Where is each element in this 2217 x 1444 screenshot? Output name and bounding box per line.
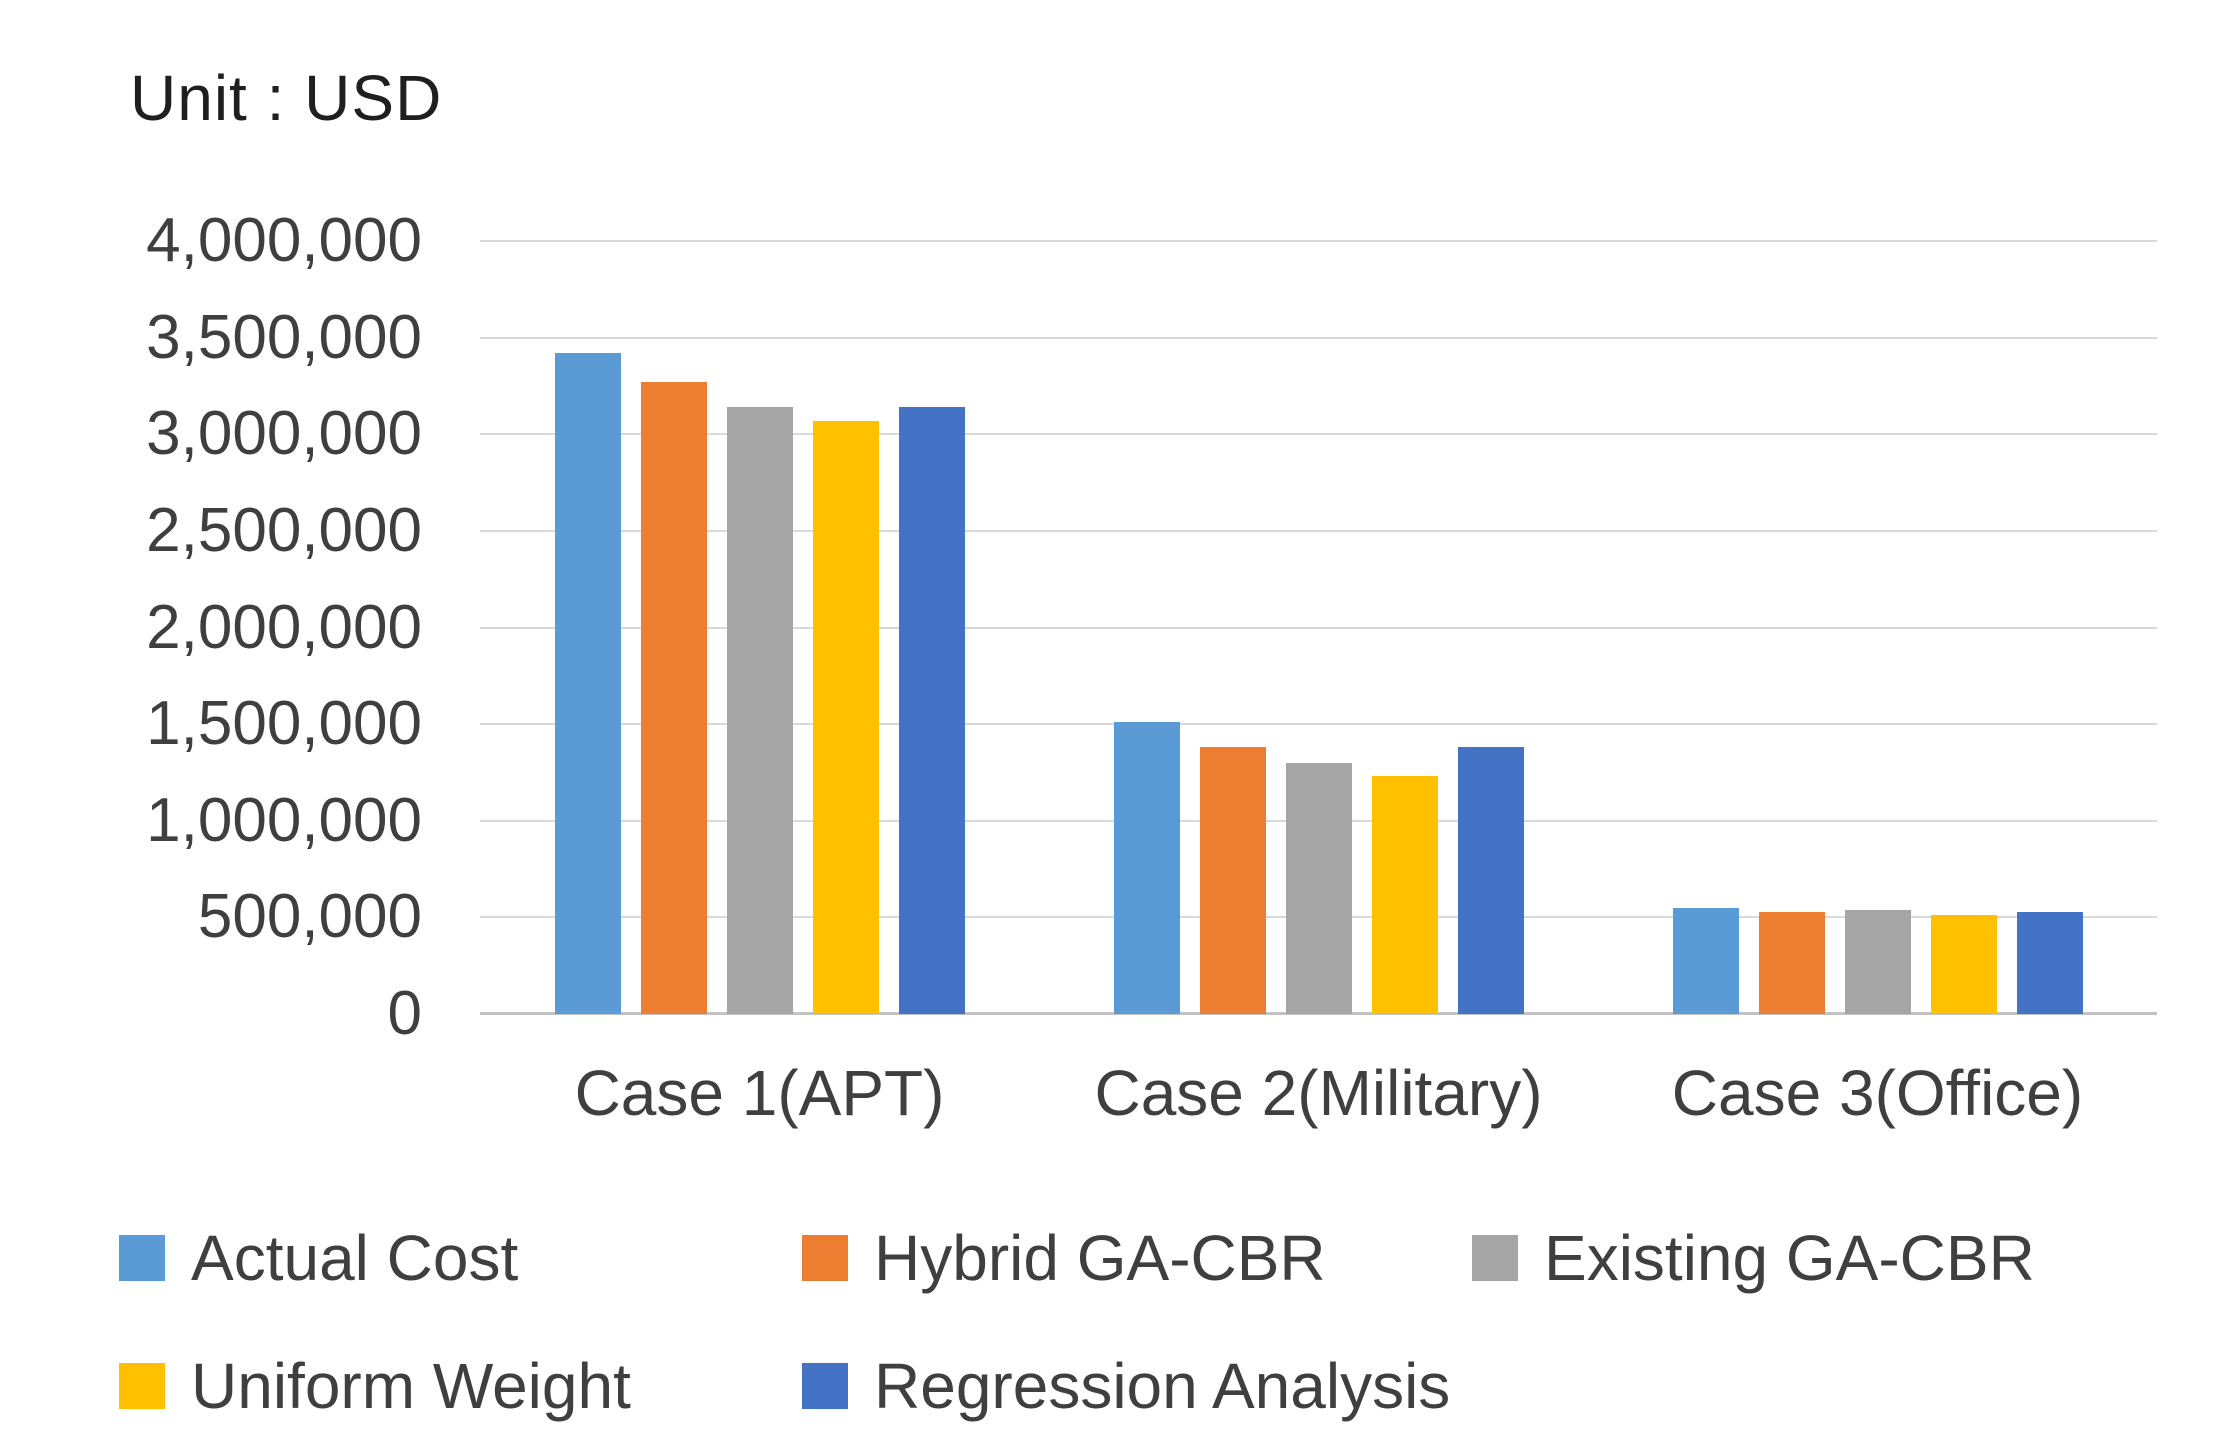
legend-swatch-icon: [119, 1235, 165, 1281]
legend-item-regression-analysis: Regression Analysis: [802, 1340, 1450, 1432]
y-tick-label: 3,500,000: [146, 302, 422, 372]
bar-uniform-weight-1: [812, 421, 879, 1014]
legend-label: Actual Cost: [191, 1222, 519, 1294]
bar-actual-cost-1: [554, 353, 621, 1014]
bar-actual-cost-2: [1113, 722, 1180, 1014]
bar-uniform-weight-3: [1930, 915, 1997, 1014]
legend-item-hybrid-ga-cbr: Hybrid GA-CBR: [802, 1212, 1326, 1304]
y-tick-label: 1,500,000: [146, 689, 422, 759]
h-gridline: [480, 626, 2157, 629]
legend-swatch-icon: [1472, 1235, 1518, 1281]
legend-item-uniform-weight: Uniform Weight: [119, 1340, 631, 1432]
h-gridline: [480, 240, 2157, 242]
y-tick-label: 500,000: [197, 882, 422, 952]
legend-label: Regression Analysis: [874, 1350, 1451, 1422]
bar-regression-analysis-1: [898, 407, 965, 1014]
legend-item-existing-ga-cbr: Existing GA-CBR: [1472, 1212, 2035, 1304]
y-tick-label: 4,000,000: [146, 206, 422, 275]
legend-item-actual-cost: Actual Cost: [119, 1212, 518, 1304]
bar-hybrid-ga-cbr-3: [1758, 912, 1825, 1014]
h-gridline: [480, 723, 2157, 726]
bar-hybrid-ga-cbr-2: [1199, 747, 1266, 1014]
chart-title: Unit : USD: [130, 62, 443, 134]
legend-swatch-icon: [802, 1235, 848, 1281]
y-tick-label: 1,000,000: [146, 785, 422, 855]
h-gridline: [480, 529, 2157, 532]
legend-label: Hybrid GA-CBR: [874, 1222, 1326, 1294]
legend-swatch-icon: [802, 1363, 848, 1409]
bar-existing-ga-cbr-3: [1844, 910, 1911, 1014]
bar-existing-ga-cbr-1: [726, 407, 793, 1014]
plot-area: [480, 240, 2157, 1015]
legend-swatch-icon: [119, 1363, 165, 1409]
bar-actual-cost-3: [1672, 908, 1739, 1014]
y-tick-label: 2,000,000: [146, 592, 422, 662]
legend-label: Uniform Weight: [191, 1350, 631, 1422]
y-tick-label: 2,500,000: [146, 495, 422, 565]
y-tick-label: 0: [387, 979, 422, 1048]
bar-existing-ga-cbr-2: [1285, 763, 1352, 1014]
h-gridline: [480, 433, 2157, 436]
h-gridline: [480, 336, 2157, 339]
bar-uniform-weight-2: [1371, 776, 1438, 1014]
bar-hybrid-ga-cbr-1: [640, 382, 707, 1014]
x-tick-label: Case 1(APT): [574, 1057, 945, 1129]
legend-label: Existing GA-CBR: [1544, 1222, 2035, 1294]
bar-regression-analysis-2: [1457, 747, 1524, 1014]
x-tick-label: Case 3(Office): [1671, 1057, 2084, 1129]
bar-regression-analysis-3: [2016, 912, 2083, 1014]
x-tick-label: Case 2(Military): [1094, 1057, 1543, 1129]
y-tick-label: 3,000,000: [146, 399, 422, 469]
